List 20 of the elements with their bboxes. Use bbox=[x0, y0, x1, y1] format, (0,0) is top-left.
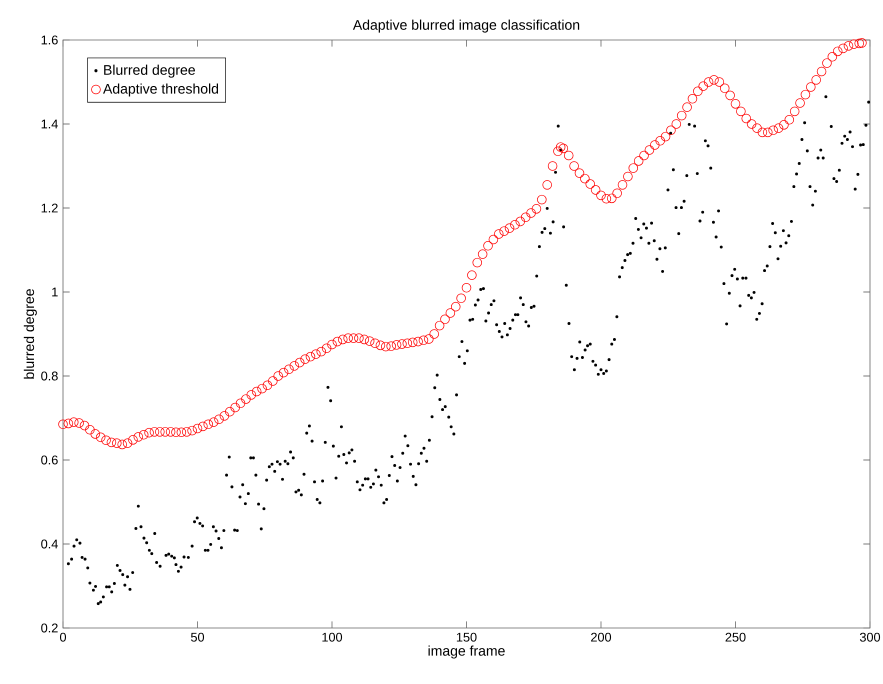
chart-title: Adaptive blurred image classification bbox=[352, 20, 580, 33]
legend-label: Blurred degree bbox=[104, 64, 195, 78]
x-tick-label: 250 bbox=[726, 632, 746, 642]
x-tick-label: 150 bbox=[456, 632, 477, 642]
legend-label: Adaptive threshold bbox=[103, 83, 218, 96]
y-tick-label: 0.8 bbox=[41, 372, 58, 380]
y-tick-label: 0.2 bbox=[41, 624, 58, 632]
y-tick-label: 1.4 bbox=[42, 120, 58, 128]
x-tick-label: 200 bbox=[591, 632, 612, 642]
y-tick-label: 1.2 bbox=[42, 204, 58, 212]
y-tick-label: 0.4 bbox=[41, 540, 58, 548]
x-tick-label: 300 bbox=[860, 632, 880, 642]
y-tick-label: 1 bbox=[52, 288, 58, 296]
x-tick-label: 100 bbox=[322, 632, 342, 642]
y-axis-title: blurred degree bbox=[24, 289, 37, 379]
x-axis-title: image frame bbox=[428, 645, 505, 659]
x-tick-label: 0 bbox=[60, 632, 66, 642]
x-tick-label: 50 bbox=[190, 632, 204, 642]
y-tick-label: 1.6 bbox=[42, 36, 58, 44]
y-tick-label: 0.6 bbox=[41, 456, 58, 464]
